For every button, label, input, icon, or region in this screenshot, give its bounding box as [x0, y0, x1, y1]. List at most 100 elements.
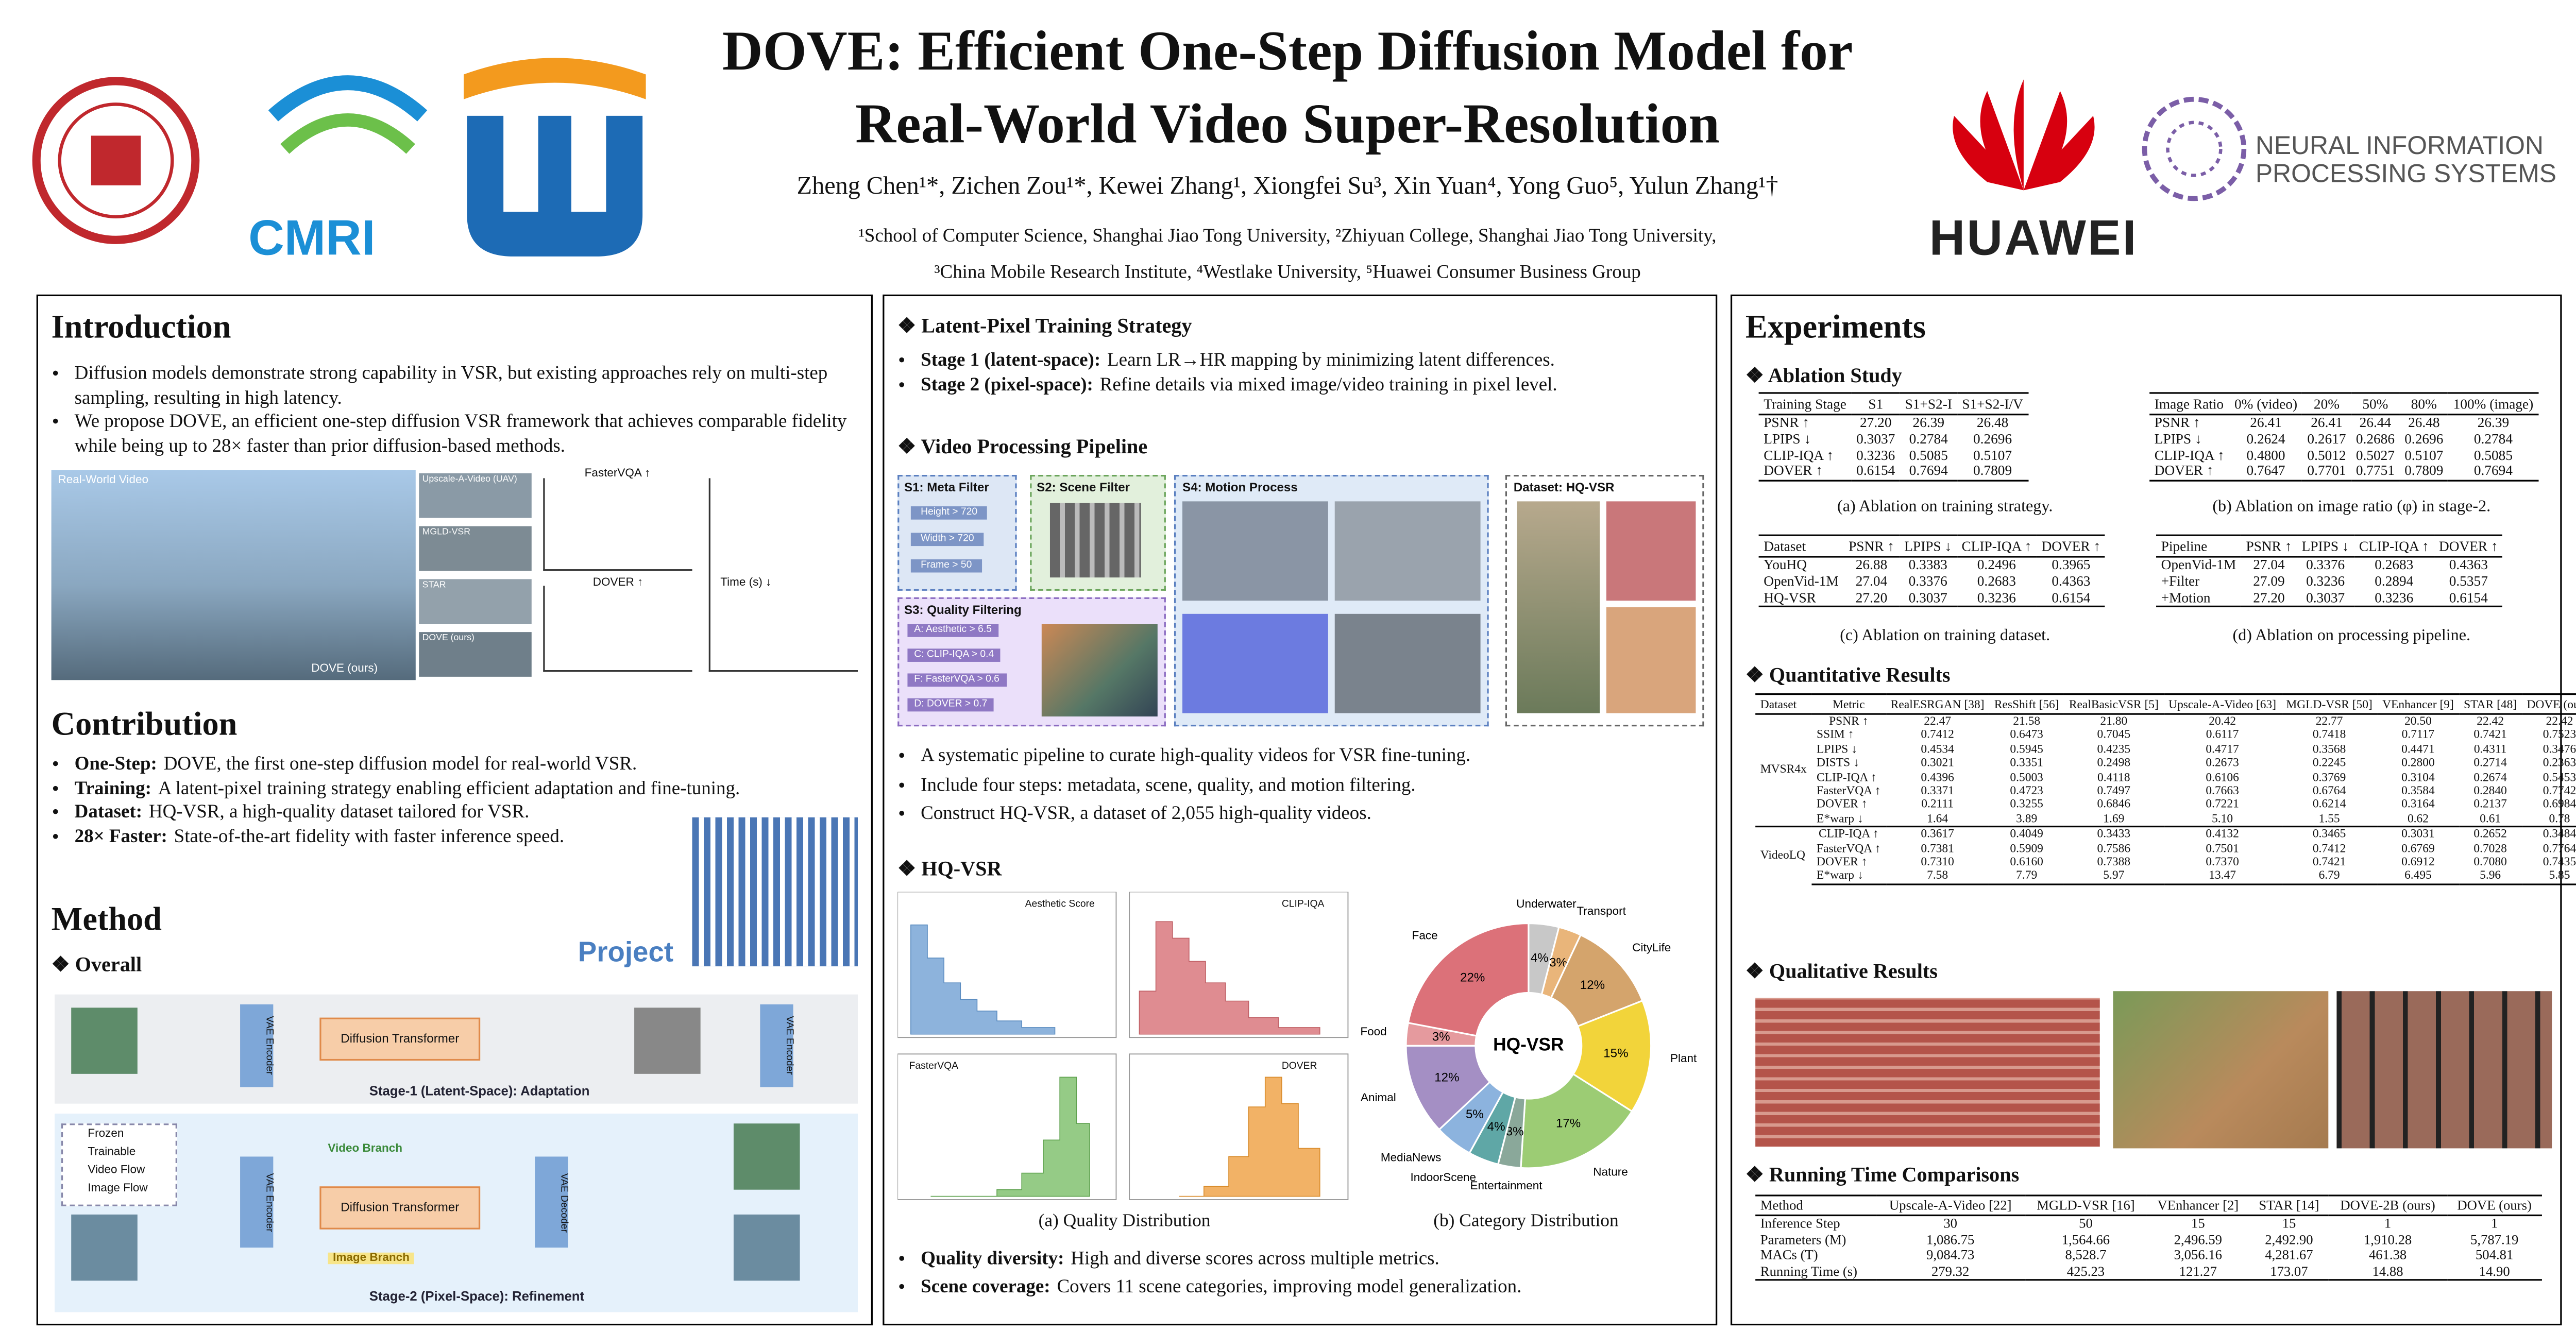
bullet: Quality diversity: High and diverse score… — [921, 1246, 1716, 1274]
table-cell: 0.3584 — [2401, 782, 2435, 798]
table-body: PSNR ↑ 27.20 26.39 26.48 LPIPS ↓ 0.3037 0.2784… — [1758, 414, 2028, 482]
table-cell: 0.7045 — [2097, 727, 2131, 742]
table-cell: 6.495 — [2377, 868, 2459, 885]
table-cell: 0.5107 — [2404, 446, 2444, 463]
slice-label: 5% — [1466, 1107, 1484, 1121]
subheading: ❖ Video Processing Pipeline — [897, 435, 1148, 458]
header-cell: RealBasicVSR [5] — [2064, 693, 2164, 715]
table-cell: 50 — [2079, 1216, 2093, 1232]
table-cell: 27.04 — [1855, 572, 1888, 589]
table-cell: 0.4723 — [2010, 782, 2043, 798]
table-cell: 0.2363 — [2543, 755, 2576, 770]
table-cell: 0.3037 — [2297, 588, 2354, 608]
table-cell: 0.6154 — [1851, 462, 1900, 482]
hist-frame — [1129, 1053, 1349, 1200]
table-cell: 5,787.19 — [2470, 1232, 2519, 1247]
table-row: OpenVid-1M 27.04 0.3376 0.2683 0.4363 — [1759, 572, 2106, 590]
figure-image — [1334, 501, 1481, 601]
bullet-label: 28× Faster: — [74, 826, 167, 847]
table-cell: 0.6154 — [2036, 588, 2106, 608]
table-row: CLIP-IQA ↑ 0.4800 0.5012 0.5027 0.5107 0.5085 — [2149, 446, 2538, 464]
bullet-text: High and diverse scores across multiple … — [1071, 1249, 1439, 1269]
table-row: Dataset PSNR ↑ LPIPS ↓ CLIP-IQA ↑ DOVER ↑ — [1758, 534, 2106, 558]
table-cell: 0.5085 — [1909, 446, 1948, 463]
table: Image Ratio 0% (video) 20% 50% 80% 100% (imag… — [2149, 392, 2538, 482]
table-cell: OpenVid-1M — [2161, 556, 2236, 573]
table-cell: SSIM ↑ — [1817, 727, 1854, 742]
figure-image — [1182, 501, 1328, 601]
table-cell: 0.7418 — [2312, 727, 2346, 742]
subheading: ❖ Overall — [51, 953, 142, 977]
table-cell: 26.44 — [2359, 414, 2392, 431]
figure-chart-frame — [708, 478, 858, 672]
table-cell: 7.58 — [1886, 868, 1990, 885]
cmri-swirl — [268, 75, 428, 122]
figure-label: Frame > 50 — [910, 559, 982, 573]
table-cell: CLIP-IQA ↑ — [1811, 826, 1886, 842]
figure-label: DOVE (ours) — [311, 663, 378, 675]
subheading: ❖ Ablation Study — [1745, 364, 1902, 387]
neurips-logo — [2142, 96, 2247, 201]
authors: Zheng Chen¹*, Zichen Zou¹*, Kewei Zhang¹… — [796, 174, 1778, 200]
table-cell: 0.7412 — [2312, 840, 2346, 855]
bullet: Training: A latent-pixel training strateg… — [75, 777, 870, 801]
table-cell: 20.42 — [2209, 713, 2236, 728]
table-cell: 0.4049 — [1989, 826, 2064, 842]
bullet: Dataset:HQ-VSR, a high-quality dataset t… — [75, 801, 870, 825]
table: Training Stage S1 S1+S2-I S1+S2-I/V PSNR ↑ 27… — [1758, 392, 2028, 482]
table-cell: 0.6154 — [2434, 588, 2503, 608]
table-cell: 0.7694 — [2448, 462, 2538, 482]
hist-shape — [910, 924, 1056, 1035]
table-row: Inference Step 30 50 15 15 1 1 — [1755, 1216, 2542, 1232]
figure-label: Frozen — [88, 1128, 124, 1140]
table-cell: 0.7080 — [2473, 853, 2507, 869]
pie-slice — [1407, 922, 1530, 1037]
header-cell: DOVER ↑ — [2434, 534, 2503, 558]
bullet: Diffusion models demonstrate strong capa… — [75, 363, 853, 411]
table-row: +Filter 27.09 0.3236 0.2894 0.5357 — [2156, 572, 2503, 590]
table-cell: 0.7647 — [2229, 462, 2302, 482]
table-cell: +Filter — [2161, 572, 2200, 589]
table-cell: 0.7117 — [2401, 727, 2435, 742]
bullet: One-Step: DOVE, the first one-step diffus… — [75, 753, 870, 777]
table-cell: 0.7028 — [2473, 840, 2507, 855]
figure-label: FasterVQA ↑ — [584, 468, 651, 480]
table-cell: 1.69 — [2103, 810, 2125, 826]
category-label: Plant — [1670, 1052, 1697, 1065]
figure-image — [419, 579, 532, 624]
figure-label: Height > 720 — [910, 506, 988, 520]
middle-panel: ❖ Latent-Pixel Training Strategy Stage 1… — [883, 294, 1718, 1326]
table-cell: 2,492.90 — [2265, 1232, 2313, 1247]
table-cell: 0.5003 — [2010, 769, 2043, 784]
table-row: Running Time (s) 279.32 425.23 121.27 173.07… — [1755, 1263, 2542, 1281]
table-cell: 0.2652 — [2459, 826, 2522, 842]
table-cell: 0.3037 — [1899, 588, 1957, 608]
bullet-label: Dataset: — [74, 802, 143, 823]
table-cell: 14.90 — [2447, 1263, 2542, 1281]
figure-image — [1517, 501, 1600, 713]
bullet-label: One-Step: — [74, 754, 157, 775]
header-cell: Image Ratio — [2149, 392, 2230, 416]
table-cell: 0.5085 — [2473, 446, 2513, 463]
header-cell: 0% (video) — [2229, 392, 2302, 416]
figure-image — [71, 1214, 138, 1281]
figure-image — [2336, 991, 2552, 1149]
uj-logo — [467, 115, 643, 257]
bullet-text: DOVE, the first one-step diffusion model… — [163, 754, 637, 775]
table-cell: 0.4235 — [2097, 741, 2131, 756]
affiliation: ³China Mobile Research Institute, ⁴Westl… — [934, 263, 1641, 283]
category-label: Animal — [1361, 1091, 1396, 1104]
header-cell: PSNR ↑ — [2241, 534, 2297, 558]
table-cell: 0.3164 — [2401, 796, 2435, 812]
table-cell: 0.5027 — [2355, 446, 2395, 463]
table-row: FasterVQA ↑ 0.3371 0.4723 0.7497 0.7663 0.676… — [1755, 782, 2576, 798]
table-cell: 0.7497 — [2097, 782, 2131, 798]
bullet-list: Stage 1 (latent-space): Learn LR→HR mappi… — [897, 349, 1716, 397]
table-cell: CLIP-IQA ↑ — [2154, 446, 2225, 463]
table-row: E*warp ↓ 7.58 7.79 5.97 13.47 6.79 6.495 5.96 5.… — [1755, 868, 2576, 885]
table-cell: 26.39 — [1912, 414, 1944, 431]
table-cell: 0.7388 — [2097, 853, 2131, 869]
bullet: Include four steps: metadata, scene, qua… — [921, 772, 1716, 801]
category-label: Entertainment — [1470, 1179, 1543, 1192]
table-row: MVSR4x PSNR ↑ 22.47 21.58 21.80 20.42 22.77 20.… — [1755, 713, 2576, 776]
